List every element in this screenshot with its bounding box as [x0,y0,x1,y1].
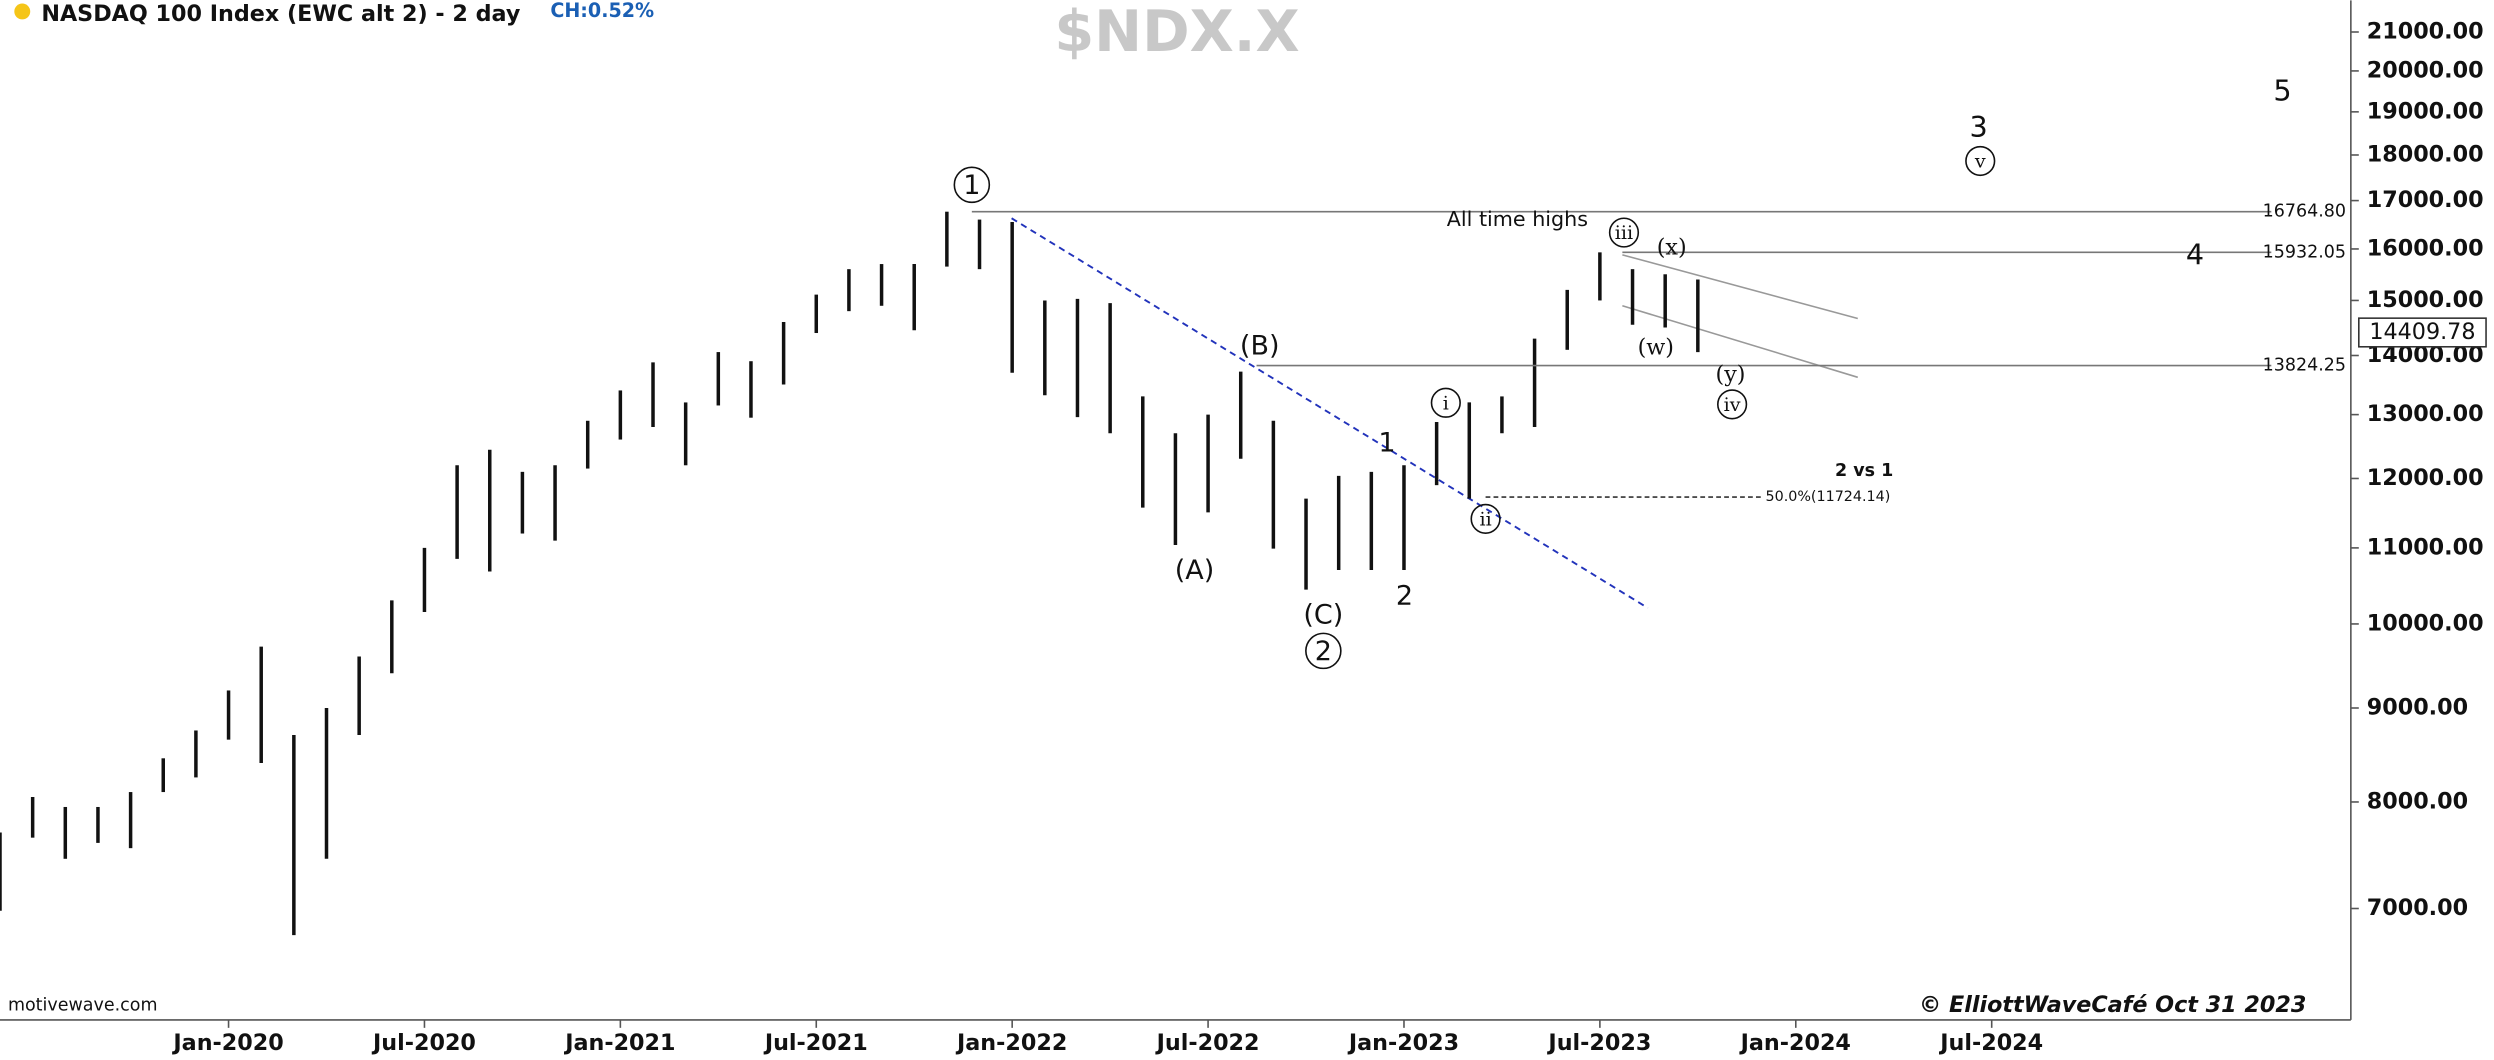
y-tick-label: 17000.00 [2367,187,2484,213]
wave-label: 4 [2186,237,2204,271]
y-tick-label: 9000.00 [2367,694,2468,720]
wave-label: (C) [1303,599,1343,630]
fib-label: 50.0%(11724.14) [1766,489,1891,505]
wave-label: (B) [1240,331,1280,362]
wave-label: (y) [1716,362,1746,388]
wave-label: 2 [1315,636,1332,667]
x-tick-label: Jul-2023 [1546,1030,1651,1056]
wave-circle [1608,217,1640,248]
last-price-label: 14409.78 [2369,319,2475,345]
trend-line [1011,217,1649,609]
wave-circle [1305,632,1342,670]
y-tick-label: 8000.00 [2367,788,2468,814]
y-tick-label: 7000.00 [2367,895,2468,921]
y-tick-label: 16000.00 [2367,235,2484,261]
wave-label: 1 [963,170,980,201]
wave-label: All time highs [1447,207,1588,231]
symbol-watermark: $NDX.X [1054,0,1299,65]
chart-title: NASDAQ 100 Index (EWC alt 2) - 2 day [41,1,521,27]
x-tick-label: Jan-2022 [955,1030,1067,1056]
x-tick-label: Jan-2024 [1739,1030,1851,1056]
x-tick-label: Jan-2021 [563,1030,675,1056]
x-tick-label: Jul-2024 [1938,1030,2043,1056]
wave-label: (A) [1175,555,1215,586]
y-tick-label: 19000.00 [2367,98,2484,124]
change: CH:0.52% [550,0,654,22]
y-tick-label: 11000.00 [2367,534,2484,560]
wave-circle [953,166,991,204]
x-tick-label: Jul-2022 [1155,1030,1260,1056]
source: motivewave.com [8,996,158,1016]
level-label: 13824.25 [2263,356,2346,376]
channel-line [1622,254,1858,320]
wave-label: ii [1479,508,1491,530]
wave-label: 2 [1396,580,1413,611]
y-tick-label: 20000.00 [2367,57,2484,83]
wave-label: iv [1724,394,1741,416]
wave-label: 5 [2273,74,2291,108]
status-dot [14,3,31,20]
wave-label: 3 [1970,110,1988,144]
wave-label: 2 vs 1 [1835,461,1893,481]
wave-label: 1 [1378,428,1395,459]
y-tick-label: 10000.00 [2367,610,2484,636]
y-tick-label: 21000.00 [2367,18,2484,44]
wave-label: (x) [1657,234,1687,260]
credit: © ElliottWaveCafé Oct 31 2023 [1919,992,2306,1018]
x-tick-label: Jan-2023 [1347,1030,1459,1056]
y-tick-label: 18000.00 [2367,141,2484,167]
x-tick-label: Jan-2020 [171,1030,283,1056]
wave-circle [1470,503,1501,534]
x-tick-label: Jul-2021 [763,1030,868,1056]
y-tick-label: 12000.00 [2367,465,2484,491]
wave-circle [1717,389,1748,420]
wave-label: i [1443,392,1449,414]
y-tick-label: 15000.00 [2367,287,2484,313]
x-tick-label: Jul-2020 [371,1030,476,1056]
y-tick-label: 13000.00 [2367,401,2484,427]
wave-circle [1965,145,1996,177]
level-label: 16764.80 [2263,202,2346,222]
wave-label: v [1974,151,1986,173]
wave-label: (w) [1638,335,1674,361]
last-price-box [2358,317,2487,348]
level-label: 15932.05 [2263,242,2346,262]
wave-label: iii [1615,222,1633,244]
wave-circle [1430,387,1461,418]
